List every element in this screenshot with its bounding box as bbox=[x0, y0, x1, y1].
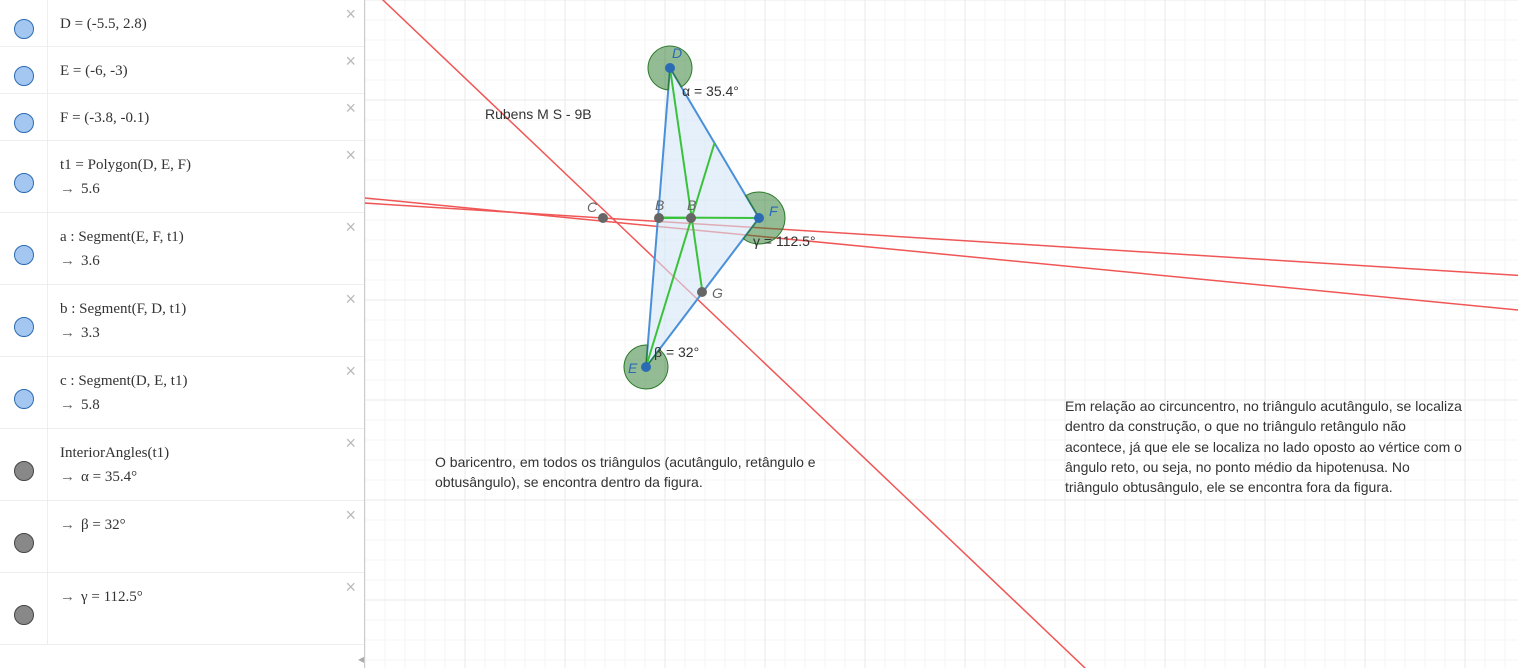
svg-text:G: G bbox=[712, 285, 723, 301]
text-block-circuncentro: Em relação ao circuncentro, no triângulo… bbox=[1065, 396, 1465, 497]
close-icon[interactable]: × bbox=[345, 433, 356, 454]
algebra-definition: a : Segment(E, F, t1) bbox=[60, 225, 354, 249]
svg-text:B: B bbox=[655, 197, 664, 213]
algebra-value: → 3.3 bbox=[60, 321, 354, 345]
algebra-content: → β = 32° bbox=[48, 501, 364, 547]
arrow-icon: → bbox=[60, 589, 75, 605]
algebra-value-text: 5.8 bbox=[81, 397, 100, 413]
close-icon[interactable]: × bbox=[345, 577, 356, 598]
algebra-row[interactable]: D = (-5.5, 2.8)× bbox=[0, 0, 364, 47]
close-icon[interactable]: × bbox=[345, 145, 356, 166]
close-icon[interactable]: × bbox=[345, 4, 356, 25]
algebra-panel: D = (-5.5, 2.8)×E = (-6, -3)×F = (-3.8, … bbox=[0, 0, 365, 668]
visibility-toggle[interactable] bbox=[0, 357, 48, 428]
algebra-row[interactable]: b : Segment(F, D, t1) → 3.3 × bbox=[0, 285, 364, 357]
algebra-value-text: 3.6 bbox=[81, 253, 100, 269]
close-icon[interactable]: × bbox=[345, 217, 356, 238]
algebra-value: → β = 32° bbox=[60, 513, 354, 537]
algebra-definition: InteriorAngles(t1) bbox=[60, 441, 354, 465]
close-icon[interactable]: × bbox=[345, 361, 356, 382]
visibility-toggle[interactable] bbox=[0, 429, 48, 500]
svg-text:C: C bbox=[587, 199, 598, 215]
visibility-toggle[interactable] bbox=[0, 141, 48, 212]
visibility-toggle[interactable] bbox=[0, 501, 48, 572]
visibility-icon bbox=[14, 66, 34, 86]
algebra-content: a : Segment(E, F, t1) → 3.6 bbox=[48, 213, 364, 283]
algebra-row[interactable]: a : Segment(E, F, t1) → 3.6 × bbox=[0, 213, 364, 285]
graphics-svg: D E F C B B Gα = 35.4° β = 32° γ = 112.5° bbox=[365, 0, 1518, 668]
visibility-icon bbox=[14, 389, 34, 409]
svg-text:α = 35.4°: α = 35.4° bbox=[682, 83, 739, 99]
algebra-definition: t1 = Polygon(D, E, F) bbox=[60, 153, 354, 177]
algebra-content: t1 = Polygon(D, E, F) → 5.6 bbox=[48, 141, 364, 211]
visibility-toggle[interactable] bbox=[0, 285, 48, 356]
algebra-row[interactable]: E = (-6, -3)× bbox=[0, 47, 364, 94]
algebra-row[interactable]: → β = 32° × bbox=[0, 501, 364, 573]
algebra-value: → 5.6 bbox=[60, 177, 354, 201]
arrow-icon: → bbox=[60, 397, 75, 413]
visibility-icon bbox=[14, 113, 34, 133]
arrow-icon: → bbox=[60, 469, 75, 485]
visibility-icon bbox=[14, 245, 34, 265]
algebra-content: F = (-3.8, -0.1) bbox=[48, 94, 364, 140]
author-caption: Rubens M S - 9B bbox=[485, 104, 592, 124]
algebra-value: → 5.8 bbox=[60, 393, 354, 417]
algebra-content: b : Segment(F, D, t1) → 3.3 bbox=[48, 285, 364, 355]
visibility-icon bbox=[14, 317, 34, 337]
algebra-row[interactable]: F = (-3.8, -0.1)× bbox=[0, 94, 364, 141]
algebra-value-text: α = 35.4° bbox=[81, 469, 137, 485]
algebra-definition: D = (-5.5, 2.8) bbox=[60, 12, 354, 36]
algebra-row[interactable]: → γ = 112.5° × bbox=[0, 573, 364, 645]
algebra-definition: E = (-6, -3) bbox=[60, 59, 354, 83]
algebra-definition: b : Segment(F, D, t1) bbox=[60, 297, 354, 321]
algebra-definition: F = (-3.8, -0.1) bbox=[60, 106, 354, 130]
algebra-value-text: 5.6 bbox=[81, 181, 100, 197]
close-icon[interactable]: × bbox=[345, 505, 356, 526]
algebra-content: D = (-5.5, 2.8) bbox=[48, 0, 364, 46]
close-icon[interactable]: × bbox=[345, 51, 356, 72]
svg-text:γ = 112.5°: γ = 112.5° bbox=[753, 233, 816, 249]
algebra-row[interactable]: InteriorAngles(t1) → α = 35.4° × bbox=[0, 429, 364, 501]
algebra-value: → γ = 112.5° bbox=[60, 585, 354, 609]
app-root: D = (-5.5, 2.8)×E = (-6, -3)×F = (-3.8, … bbox=[0, 0, 1518, 668]
algebra-value-text: 3.3 bbox=[81, 325, 100, 341]
visibility-toggle[interactable] bbox=[0, 573, 48, 644]
algebra-content: InteriorAngles(t1) → α = 35.4° bbox=[48, 429, 364, 499]
visibility-icon bbox=[14, 605, 34, 625]
svg-text:B: B bbox=[687, 197, 696, 213]
algebra-content: E = (-6, -3) bbox=[48, 47, 364, 93]
svg-text:D: D bbox=[672, 45, 682, 61]
svg-text:β = 32°: β = 32° bbox=[654, 344, 699, 360]
algebra-value: → α = 35.4° bbox=[60, 465, 354, 489]
close-icon[interactable]: × bbox=[345, 98, 356, 119]
visibility-icon bbox=[14, 19, 34, 39]
arrow-icon: → bbox=[60, 517, 75, 533]
algebra-row[interactable]: c : Segment(D, E, t1) → 5.8 × bbox=[0, 357, 364, 429]
algebra-definition: c : Segment(D, E, t1) bbox=[60, 369, 354, 393]
visibility-icon bbox=[14, 173, 34, 193]
text-block-baricentro: O baricentro, em todos os triângulos (ac… bbox=[435, 452, 855, 493]
visibility-toggle[interactable] bbox=[0, 94, 48, 140]
panel-resize-handle[interactable]: ◂▸ bbox=[358, 652, 365, 666]
algebra-content: → γ = 112.5° bbox=[48, 573, 364, 619]
algebra-value: → 3.6 bbox=[60, 249, 354, 273]
visibility-toggle[interactable] bbox=[0, 213, 48, 284]
visibility-toggle[interactable] bbox=[0, 47, 48, 93]
algebra-row[interactable]: t1 = Polygon(D, E, F) → 5.6 × bbox=[0, 141, 364, 213]
arrow-icon: → bbox=[60, 181, 75, 197]
svg-text:E: E bbox=[628, 360, 638, 376]
visibility-toggle[interactable] bbox=[0, 0, 48, 46]
visibility-icon bbox=[14, 461, 34, 481]
close-icon[interactable]: × bbox=[345, 289, 356, 310]
algebra-content: c : Segment(D, E, t1) → 5.8 bbox=[48, 357, 364, 427]
arrow-icon: → bbox=[60, 253, 75, 269]
svg-text:F: F bbox=[769, 203, 779, 219]
algebra-value-text: β = 32° bbox=[81, 517, 126, 533]
graphics-view[interactable]: D E F C B B Gα = 35.4° β = 32° γ = 112.5° Rubens… bbox=[365, 0, 1518, 668]
arrow-icon: → bbox=[60, 325, 75, 341]
visibility-icon bbox=[14, 533, 34, 553]
algebra-value-text: γ = 112.5° bbox=[81, 589, 143, 605]
